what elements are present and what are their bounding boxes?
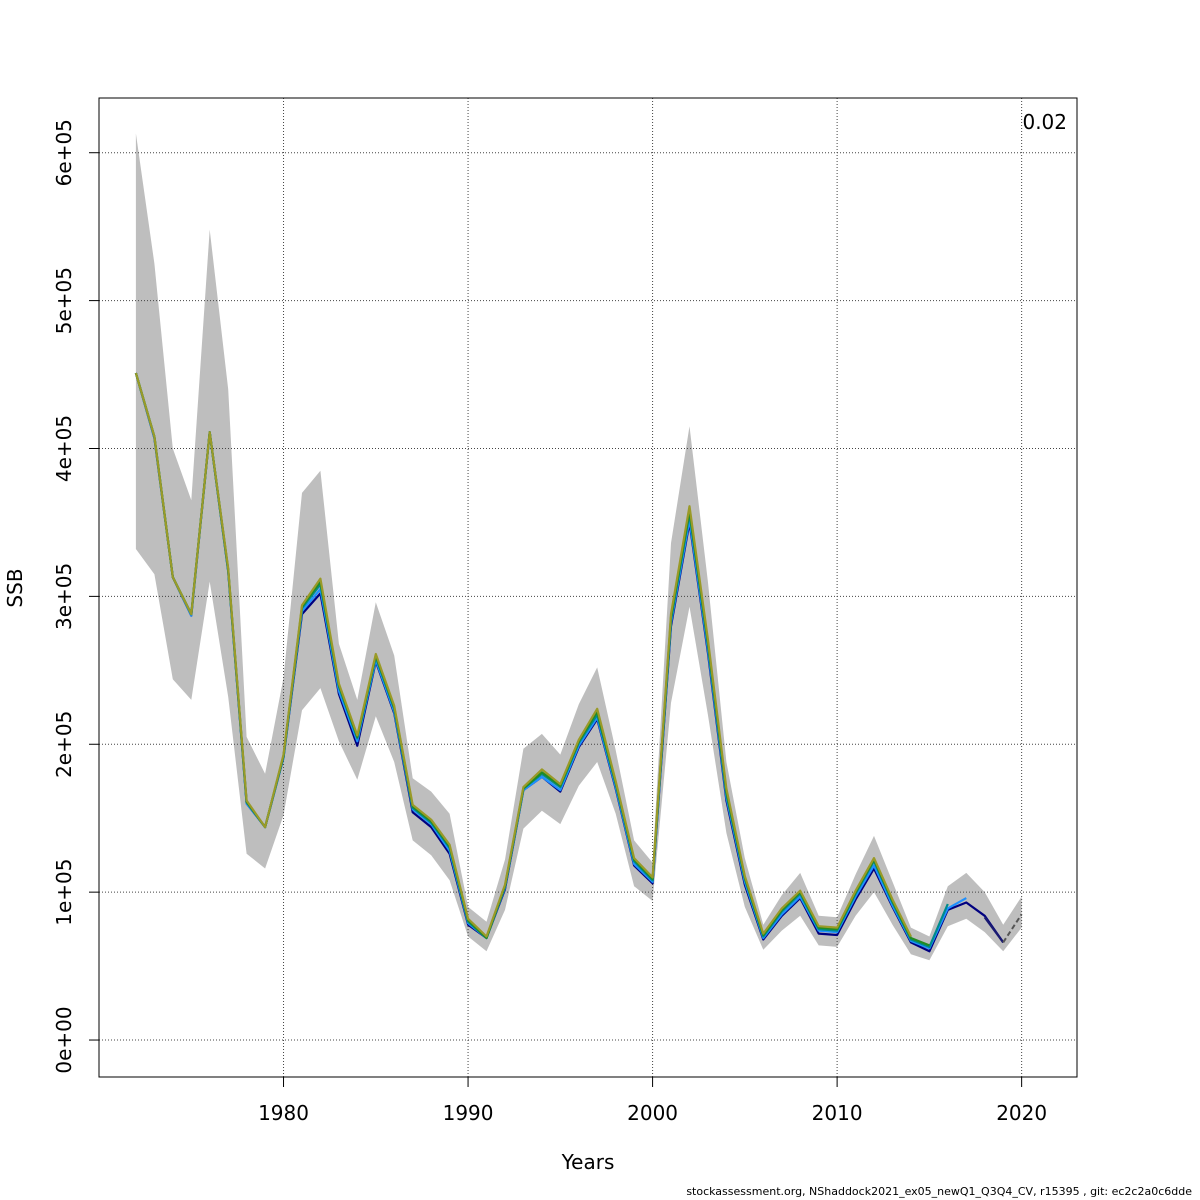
- corner-label: 0.02: [1022, 110, 1067, 134]
- x-tick-label: 1980: [258, 1101, 309, 1125]
- footer-credit: stockassessment.org, NShaddock2021_ex05_…: [686, 1185, 1192, 1198]
- grid-layer: [99, 98, 1077, 1077]
- series-layer: [134, 372, 1023, 953]
- confidence-band: [135, 133, 1022, 961]
- series-line-5: [134, 372, 912, 938]
- x-axis-label: Years: [561, 1150, 615, 1174]
- x-tick-label: 2010: [812, 1101, 863, 1125]
- y-tick-label: 4e+05: [52, 415, 76, 482]
- y-tick-label: 5e+05: [52, 267, 76, 334]
- y-tick-label: 1e+05: [52, 858, 76, 925]
- series-line-7: [1002, 913, 1023, 943]
- y-axis: 0e+00 1e+05 2e+05 3e+05 4e+05 5e+05 6e+05: [52, 119, 99, 1074]
- y-tick-label: 6e+05: [52, 119, 76, 186]
- x-tick-label: 1990: [443, 1101, 494, 1125]
- x-tick-label: 2020: [996, 1101, 1047, 1125]
- y-tick-label: 3e+05: [52, 563, 76, 630]
- x-tick-label: 2000: [627, 1101, 678, 1125]
- confidence-band-layer: [135, 133, 1022, 961]
- plot-frame: [98, 97, 1078, 1078]
- y-axis-label: SSB: [3, 568, 27, 607]
- series-line-6: [983, 916, 1005, 944]
- x-axis: 1980 1990 2000 2010 2020: [258, 1077, 1047, 1125]
- y-tick-label: 2e+05: [52, 711, 76, 778]
- y-tick-label: 0e+00: [52, 1006, 76, 1073]
